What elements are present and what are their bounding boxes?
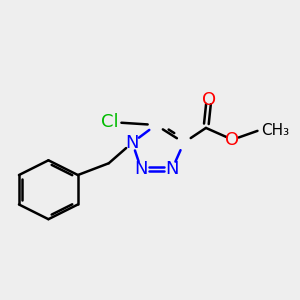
Text: N: N xyxy=(165,160,179,178)
Text: N: N xyxy=(126,134,139,152)
Text: O: O xyxy=(202,91,216,109)
Text: O: O xyxy=(225,131,239,149)
Text: N: N xyxy=(134,160,148,178)
Text: CH₃: CH₃ xyxy=(261,123,289,138)
Text: Cl: Cl xyxy=(101,113,119,131)
